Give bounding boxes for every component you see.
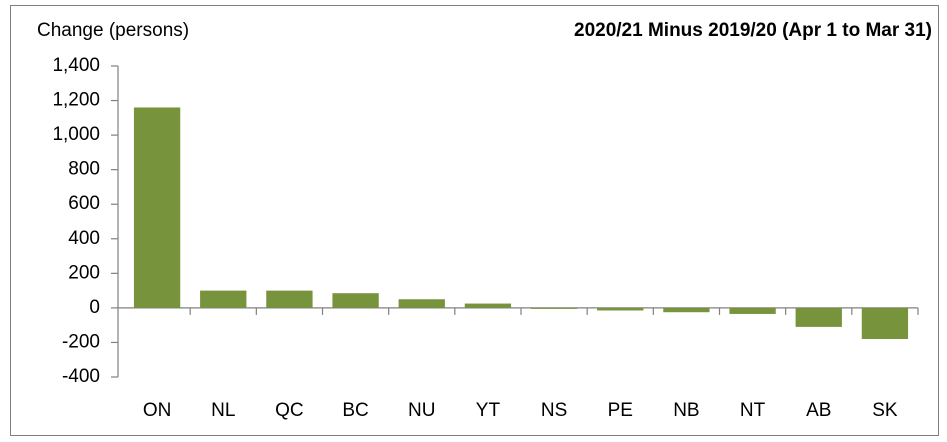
bar: [729, 307, 776, 314]
x-tick-label: BC: [342, 400, 368, 421]
x-tick-label: ON: [143, 400, 172, 421]
y-tick-label: -400: [62, 366, 100, 387]
x-tick-label: NB: [673, 400, 699, 421]
x-tick-label: AB: [806, 400, 831, 421]
x-tick-label: NU: [408, 400, 435, 421]
y-tick-label: 200: [68, 262, 100, 283]
x-tick-label: YT: [476, 400, 501, 421]
bar: [663, 307, 710, 313]
x-tick-label: QC: [275, 400, 304, 421]
x-tick-label: NS: [541, 400, 567, 421]
bar: [133, 107, 181, 308]
x-tick-label: NL: [211, 400, 235, 421]
bar: [530, 307, 578, 309]
y-tick-label: 1,000: [52, 124, 100, 145]
chart-title: 2020/21 Minus 2019/20 (Apr 1 to Mar 31): [574, 20, 932, 41]
bar: [464, 303, 512, 308]
y-tick-label: -200: [62, 331, 100, 352]
y-tick-label: 600: [68, 193, 100, 214]
y-tick-label: 400: [68, 228, 100, 249]
y-tick-label: 1,400: [52, 55, 100, 76]
x-tick-label: PE: [608, 400, 633, 421]
y-tick-label: 1,200: [52, 90, 100, 111]
bar: [266, 290, 313, 308]
y-axis-label: Change (persons): [37, 20, 189, 41]
bar: [597, 307, 644, 311]
y-tick-label: 0: [89, 297, 100, 318]
bar: [861, 307, 909, 339]
bar: [332, 293, 379, 308]
y-tick-label: 800: [68, 159, 100, 180]
bar: [795, 307, 842, 327]
x-tick-label: SK: [872, 400, 898, 421]
bar: [398, 299, 445, 308]
x-tick-label: NT: [740, 400, 766, 421]
bar: [200, 290, 247, 308]
